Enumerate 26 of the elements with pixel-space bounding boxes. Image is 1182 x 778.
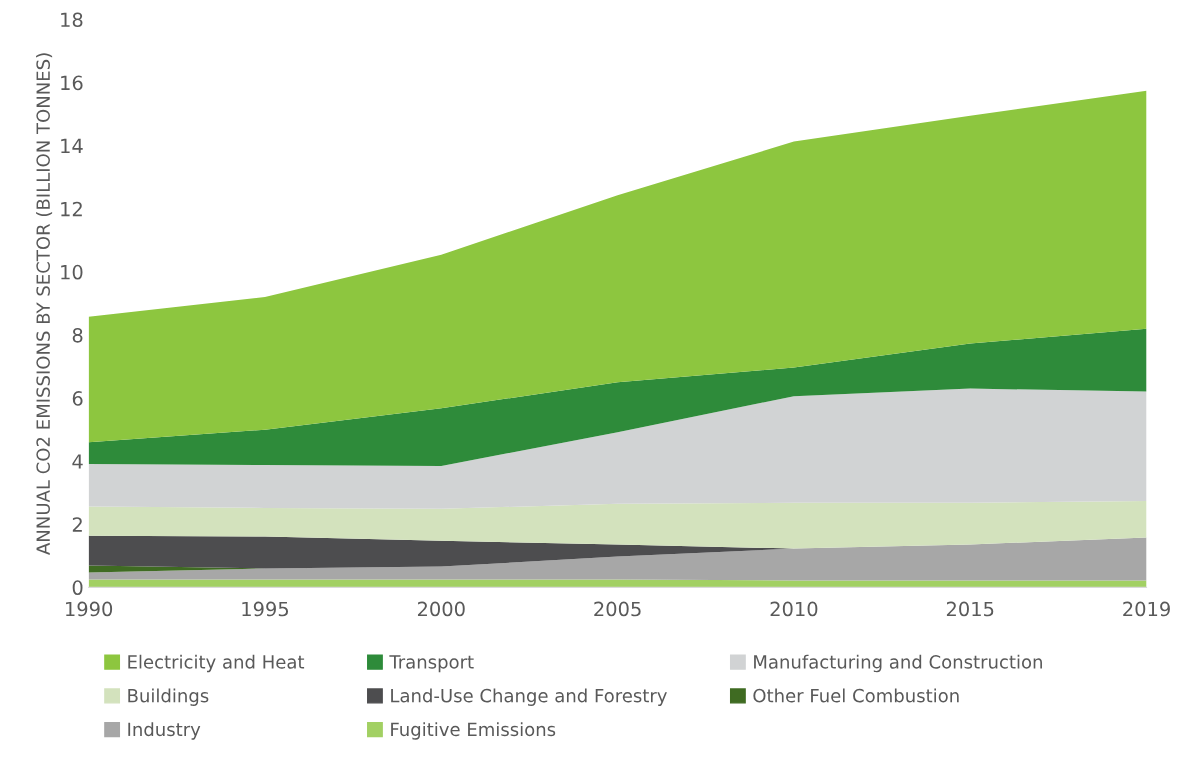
x-tick-label: 2015 xyxy=(946,601,994,617)
x-tick-label: 1995 xyxy=(242,601,289,617)
legend-label: Other Fuel Combustion xyxy=(753,688,959,703)
x-tick-label: 2000 xyxy=(417,601,465,617)
x-tick-label: 2005 xyxy=(594,601,641,617)
y-tick-label: 2 xyxy=(72,517,82,532)
legend-label: Manufacturing and Construction xyxy=(754,654,1042,673)
y-tick-label: 10 xyxy=(61,264,83,280)
x-tick-label: 1990 xyxy=(66,601,113,617)
y-tick-label: 6 xyxy=(72,391,83,406)
y-tick-label: 14 xyxy=(61,138,83,154)
legend-label: Electricity and Heat xyxy=(128,654,305,673)
legend-label: Fugitive Emissions xyxy=(391,722,556,740)
x-tick-label: 2010 xyxy=(770,601,818,617)
y-axis-title: ANNUAL CO2 EMISSIONS BY SECTOR (BILLION TONNES) xyxy=(36,53,53,555)
y-tick-label: 4 xyxy=(72,454,83,469)
legend-label: Transport xyxy=(389,655,474,673)
y-tick-label: 18 xyxy=(61,12,83,28)
legend-label: Industry xyxy=(128,722,201,740)
y-tick-label: 12 xyxy=(61,201,82,217)
y-tick-label: 0 xyxy=(72,580,83,596)
legend-label: Buildings xyxy=(128,688,209,706)
x-tick-label: 2019 xyxy=(1123,601,1170,617)
y-tick-label: 16 xyxy=(61,75,83,91)
y-tick-label: 8 xyxy=(72,327,83,343)
legend-label: Land-Use Change and Forestry xyxy=(391,688,667,706)
